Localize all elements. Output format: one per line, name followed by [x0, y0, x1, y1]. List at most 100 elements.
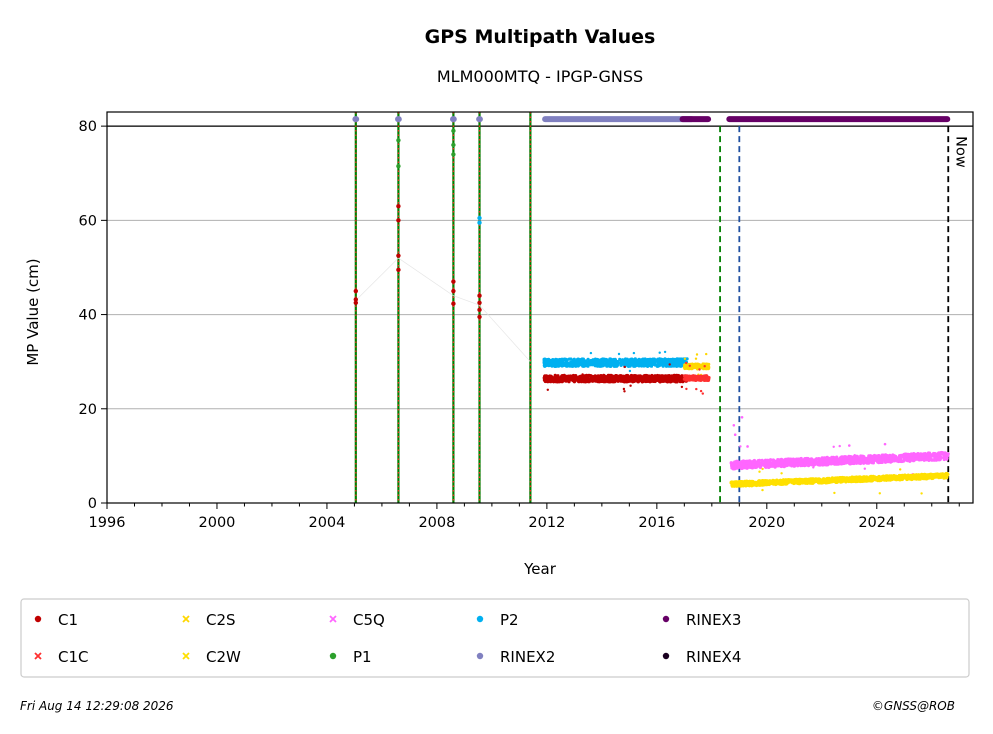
c1c-point — [693, 377, 698, 381]
p2-point — [653, 362, 657, 366]
c1-point — [613, 380, 617, 384]
c2s-point — [683, 365, 687, 369]
c1-point — [649, 379, 653, 383]
c2w-point — [876, 478, 880, 482]
p2-point — [619, 361, 623, 365]
c2s-point — [707, 362, 711, 366]
x-axis-label: Year — [523, 560, 557, 578]
c2w-point — [870, 479, 874, 483]
p2-point — [618, 357, 622, 361]
legend-marker — [182, 652, 190, 660]
c1-point — [655, 377, 660, 381]
c1-point — [575, 378, 579, 382]
c1-point — [579, 379, 583, 383]
p2-point — [619, 363, 623, 367]
c2w-point — [899, 474, 903, 478]
p2-point — [567, 357, 571, 361]
c1-point — [477, 293, 482, 298]
c5q-point — [861, 454, 865, 458]
c5q-point — [915, 457, 919, 461]
c1-point — [396, 267, 401, 273]
c1-point — [652, 379, 656, 383]
c1-point — [621, 378, 625, 382]
c5q-point — [941, 452, 945, 456]
c1-point — [635, 377, 639, 381]
c1c-outlier — [685, 387, 688, 391]
p2-outlier — [658, 351, 661, 354]
c5q-point — [775, 462, 780, 467]
c2w-point — [880, 476, 884, 480]
c5q-point — [861, 460, 865, 464]
c1-outlier — [629, 384, 632, 387]
c2w-point — [897, 477, 902, 481]
c1-point — [451, 288, 456, 294]
c5q-point — [873, 454, 878, 458]
c2w-point — [852, 479, 857, 483]
c5q-point — [819, 460, 823, 464]
p2-point — [602, 362, 606, 367]
legend-label: C5Q — [353, 611, 385, 629]
p2-point — [633, 364, 637, 368]
c5q-point — [936, 454, 941, 458]
c5q-point — [870, 461, 874, 465]
c5q-point — [779, 461, 784, 465]
p2-point — [544, 359, 548, 363]
c1-point — [396, 218, 401, 223]
c5q-point — [933, 456, 938, 460]
legend-label: RINEX4 — [686, 648, 741, 666]
c5q-point — [748, 461, 752, 465]
c5q-point — [858, 457, 862, 461]
p2-point — [623, 357, 628, 361]
c1-outlier — [623, 390, 626, 393]
c1-point — [353, 300, 359, 305]
c1-point — [546, 378, 550, 382]
x-tick-label: 2012 — [528, 515, 565, 531]
c1-point — [588, 374, 592, 378]
c1-point — [626, 373, 630, 378]
c5q-point — [926, 452, 930, 456]
c5q-outlier — [746, 445, 749, 448]
p2-point — [611, 358, 615, 362]
c1-outlier — [680, 385, 684, 389]
c2w-point — [882, 478, 887, 482]
c5q-point — [925, 455, 929, 460]
c2s-outlier — [683, 357, 687, 360]
c1c-point — [701, 377, 706, 381]
c2w-point — [935, 475, 939, 479]
c1-point — [669, 377, 674, 381]
c2w-point — [747, 482, 751, 486]
p2-point — [542, 361, 546, 365]
c1c-outlier — [699, 389, 703, 393]
c5q-point — [871, 458, 875, 462]
c1-point — [551, 379, 555, 383]
x-tick-label: 2000 — [199, 515, 236, 531]
c2w-point — [840, 479, 844, 483]
p2-point — [616, 362, 620, 366]
p2-outlier — [663, 350, 667, 354]
c2s-point — [694, 363, 698, 367]
c2w-point — [895, 475, 899, 479]
c5q-point — [793, 460, 797, 464]
c2w-point — [776, 482, 781, 486]
p2-point — [589, 363, 593, 367]
c1-point — [609, 380, 613, 384]
p2-point — [622, 362, 626, 366]
c1c-outlier — [695, 387, 698, 391]
p1-point — [451, 142, 456, 148]
c2w-outlier — [758, 470, 761, 473]
c2w-point — [838, 477, 842, 481]
c2w-point — [860, 477, 864, 481]
c5q-point — [754, 463, 759, 467]
c2s-point — [698, 365, 703, 369]
p1-point — [451, 152, 456, 157]
c2w-point — [843, 477, 848, 482]
c1-point — [600, 376, 605, 380]
c2w-outlier — [920, 492, 923, 495]
c5q-point — [801, 458, 805, 462]
p2-point — [562, 358, 566, 362]
p2-point — [632, 361, 636, 365]
c5q-outlier — [732, 423, 736, 427]
c5q-point — [838, 462, 842, 466]
c2w-point — [822, 478, 827, 482]
